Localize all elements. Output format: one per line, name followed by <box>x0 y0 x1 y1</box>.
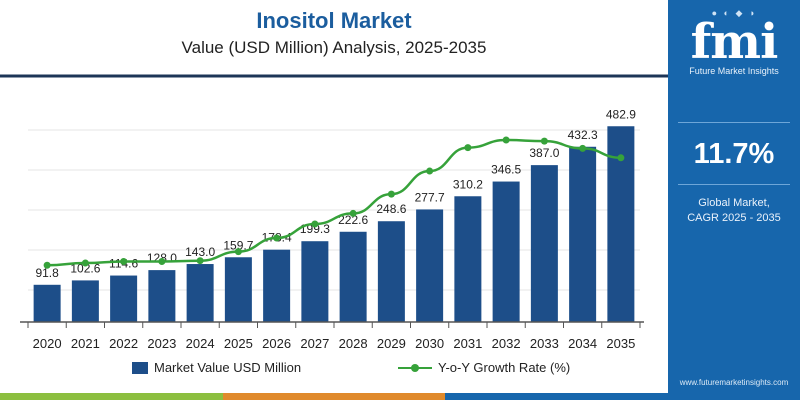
bar-2033 <box>530 165 558 322</box>
growth-rate-point-2030 <box>426 167 434 175</box>
website-link[interactable]: www.futuremarketinsights.com <box>679 378 789 387</box>
cagr-label: Global Market, CAGR 2025 - 2035 <box>668 196 800 226</box>
chart-svg: 91.82020102.62021114.62022128.02023143.0… <box>0 74 668 351</box>
strip-segment <box>333 393 446 400</box>
x-tick-label: 2029 <box>377 336 406 351</box>
legend-item-market-value: Market Value USD Million <box>132 360 301 375</box>
x-tick-label: 2032 <box>492 336 521 351</box>
bar-2030 <box>416 209 444 322</box>
growth-rate-point-2023 <box>158 257 166 265</box>
growth-rate-point-2020 <box>43 261 51 269</box>
x-tick-label: 2021 <box>71 336 100 351</box>
bottom-color-strip <box>0 393 668 400</box>
chart-legend: Market Value USD Million Y-o-Y Growth Ra… <box>0 360 668 380</box>
x-tick-label: 2024 <box>186 336 215 351</box>
x-tick-label: 2022 <box>109 336 138 351</box>
bar-value-label: 346.5 <box>491 163 521 177</box>
panel-divider-top <box>678 122 790 123</box>
legend-item-growth-rate: Y-o-Y Growth Rate (%) <box>398 360 570 375</box>
x-tick-label: 2023 <box>147 336 176 351</box>
x-tick-label: 2034 <box>568 336 597 351</box>
bar-value-label: 387.0 <box>529 146 559 160</box>
growth-rate-point-2021 <box>81 259 89 267</box>
chart-title: Inositol Market <box>256 8 412 33</box>
bar-2023 <box>148 270 176 322</box>
bar-2034 <box>569 146 597 322</box>
brand-logo: fmi <box>690 14 779 70</box>
legend-label-market-value: Market Value USD Million <box>154 360 302 375</box>
bar-2024 <box>186 264 214 322</box>
bar-2021 <box>71 280 99 322</box>
bar-value-label: 143.0 <box>185 245 215 259</box>
x-tick-label: 2027 <box>300 336 329 351</box>
bar-value-label: 248.6 <box>376 202 406 216</box>
growth-rate-point-2029 <box>387 190 395 198</box>
bar-2031 <box>454 196 482 322</box>
bar-2028 <box>339 231 367 322</box>
x-tick-label: 2025 <box>224 336 253 351</box>
side-panel: ● ◐ ◆ ◑ fmi Future Market Insights 11.7%… <box>668 0 800 400</box>
strip-segment <box>222 393 334 400</box>
cagr-value: 11.7% <box>693 138 775 170</box>
x-tick-label: 2026 <box>262 336 291 351</box>
strip-segment <box>556 393 668 400</box>
growth-rate-point-2028 <box>349 209 357 217</box>
cagr-label-line2: CAGR 2025 - 2035 <box>687 212 781 224</box>
growth-rate-line <box>47 138 621 267</box>
growth-rate-point-2024 <box>196 257 204 265</box>
growth-rate-point-2034 <box>579 144 587 152</box>
legend-line-swatch <box>398 362 432 374</box>
x-tick-label: 2031 <box>453 336 482 351</box>
growth-rate-point-2022 <box>120 257 128 265</box>
bar-2027 <box>301 241 329 322</box>
bar-value-label: 222.6 <box>338 213 368 227</box>
bar-2020 <box>33 284 61 322</box>
panel-divider-middle <box>678 184 790 185</box>
growth-rate-point-2032 <box>502 136 510 144</box>
legend-bar-swatch <box>132 361 148 374</box>
growth-rate-point-2033 <box>540 137 548 145</box>
strip-segment <box>0 393 112 400</box>
x-tick-label: 2028 <box>339 336 368 351</box>
growth-rate-point-2025 <box>234 248 242 256</box>
x-tick-label: 2033 <box>530 336 559 351</box>
bar-value-label: 159.7 <box>223 238 253 252</box>
growth-rate-point-2027 <box>311 220 319 228</box>
bar-value-label: 102.6 <box>70 261 100 275</box>
cagr-label-line1: Global Market, <box>698 197 770 209</box>
strip-segment <box>445 393 557 400</box>
bar-2022 <box>110 275 138 322</box>
legend-label-growth-rate: Y-o-Y Growth Rate (%) <box>438 360 571 375</box>
growth-rate-point-2026 <box>273 234 281 242</box>
chart-subtitle: Value (USD Million) Analysis, 2025-2035 <box>181 38 487 57</box>
x-tick-label: 2035 <box>606 336 635 351</box>
bar-value-label: 277.7 <box>415 190 445 204</box>
logo-icons: ● ◐ ◆ ◑ <box>711 8 757 18</box>
bar-2025 <box>224 257 252 322</box>
strip-segment <box>111 393 223 400</box>
bar-2026 <box>263 249 291 322</box>
x-tick-label: 2030 <box>415 336 444 351</box>
growth-rate-point-2031 <box>464 144 472 152</box>
chart-area: 91.82020102.62021114.62022128.02023143.0… <box>0 8 668 400</box>
growth-rate-point-2035 <box>617 154 625 162</box>
bar-2032 <box>492 181 520 322</box>
bar-value-label: 310.2 <box>453 177 483 191</box>
bar-2029 <box>377 221 405 322</box>
bar-value-label: 432.3 <box>568 128 598 142</box>
x-tick-label: 2020 <box>33 336 62 351</box>
bar-value-label: 482.9 <box>606 107 636 121</box>
brand-logo-subtitle: Future Market Insights <box>689 66 779 76</box>
bar-value-label: 91.8 <box>35 266 59 280</box>
